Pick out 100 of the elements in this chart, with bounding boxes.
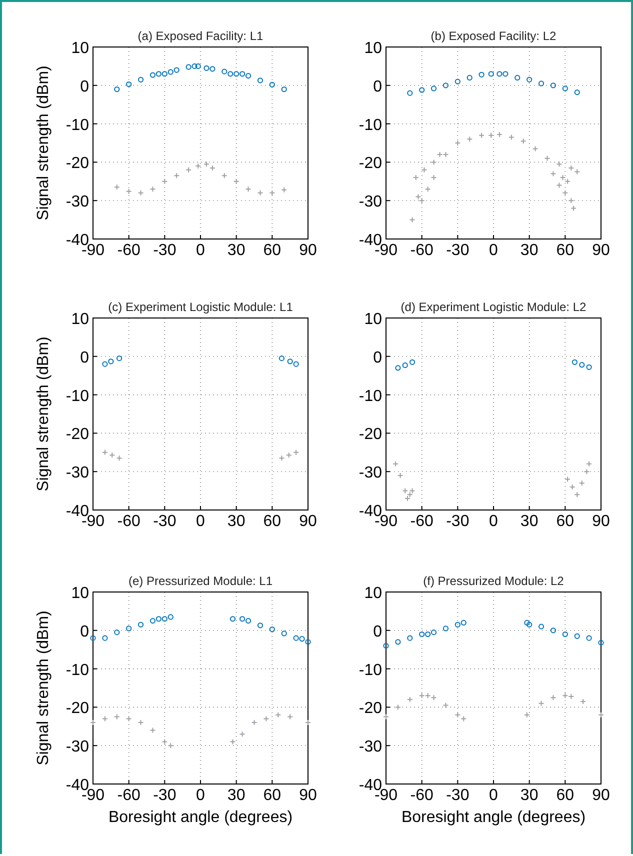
point [538, 624, 544, 630]
y-tick-label: -30 [358, 738, 382, 756]
point [466, 136, 473, 142]
x-tick-label: 60 [556, 513, 574, 530]
point [564, 476, 571, 482]
point [102, 449, 108, 456]
point [150, 72, 156, 78]
x-tick-label: -30 [446, 242, 470, 259]
point [544, 155, 550, 162]
point [150, 618, 156, 624]
y-tick-label: -10 [66, 388, 90, 405]
point [257, 622, 264, 628]
point [204, 65, 210, 71]
point [598, 640, 604, 646]
chart-title: (d) Experiment Logistic Module: L2 [400, 300, 587, 314]
point [430, 630, 437, 636]
point [409, 359, 416, 365]
x-tick-label: 60 [263, 513, 282, 530]
point [116, 356, 122, 362]
point [415, 194, 422, 200]
point [454, 140, 461, 146]
point [299, 636, 305, 642]
point [454, 712, 461, 718]
point [168, 742, 174, 749]
point [162, 178, 168, 184]
x-tick-label: 60 [556, 787, 574, 804]
x-tick-label: -60 [117, 787, 140, 804]
y-tick-label: -20 [358, 700, 382, 718]
point [162, 738, 168, 745]
point [263, 716, 270, 722]
point [409, 216, 416, 223]
point [186, 64, 192, 70]
point [293, 635, 299, 641]
x-tick-label: 90 [299, 242, 317, 259]
point [579, 362, 585, 368]
point [392, 460, 399, 467]
point [572, 359, 578, 365]
point [156, 71, 162, 77]
point [293, 449, 300, 456]
x-tick-label: 60 [263, 787, 282, 804]
point [230, 616, 236, 622]
x-tick-label: -60 [410, 787, 434, 804]
point [383, 714, 389, 720]
point [168, 614, 174, 620]
x-tick-label: 0 [489, 242, 498, 259]
point [514, 74, 520, 81]
point [210, 66, 216, 72]
point [281, 86, 287, 92]
point [562, 86, 568, 92]
point [286, 452, 292, 458]
y-tick-label: -10 [66, 116, 90, 134]
point [574, 633, 580, 639]
point [430, 159, 437, 166]
y-tick-label: 10 [364, 585, 382, 602]
point [538, 700, 544, 706]
point [574, 168, 580, 175]
point [586, 635, 592, 641]
point [174, 67, 180, 73]
point [574, 492, 580, 498]
point [156, 616, 162, 622]
y-tick-label: -20 [358, 155, 382, 172]
y-tick-label: 0 [80, 349, 90, 366]
point [407, 635, 413, 641]
point [126, 81, 132, 88]
x-tick-label: 30 [227, 513, 246, 530]
y-tick-label: -10 [358, 116, 382, 134]
y-axis-title: Signal strength (dBm) [35, 336, 52, 492]
y-tick-label: -20 [66, 700, 90, 718]
x-tick-label: 30 [520, 787, 538, 804]
point [424, 692, 431, 699]
point [293, 361, 299, 367]
point [425, 631, 431, 638]
point [424, 186, 431, 192]
point [221, 172, 228, 179]
y-axis-title: Signal strength (dBm) [35, 610, 52, 766]
y-tick-label: -30 [66, 194, 90, 211]
point [109, 452, 116, 458]
point [234, 71, 240, 77]
point [269, 626, 275, 632]
y-tick-label: 0 [80, 78, 90, 96]
point [526, 76, 532, 82]
point [421, 166, 428, 173]
y-tick-label: -20 [66, 426, 90, 444]
y-tick-label: 0 [80, 623, 90, 640]
x-tick-label: -30 [153, 787, 176, 804]
point [126, 188, 132, 194]
point [230, 738, 236, 745]
point [454, 78, 460, 84]
y-tick-label: 10 [364, 311, 382, 328]
x-tick-label: 90 [299, 787, 317, 804]
point [520, 138, 526, 144]
point [524, 620, 530, 626]
point [502, 71, 508, 77]
y-tick-label: -30 [358, 194, 382, 211]
point [114, 86, 120, 92]
y-tick-label: -10 [358, 662, 382, 679]
x-tick-label: 0 [196, 242, 206, 259]
point [305, 639, 311, 645]
point [402, 362, 408, 368]
y-axis-title: Signal strength (dBm) [35, 66, 52, 220]
